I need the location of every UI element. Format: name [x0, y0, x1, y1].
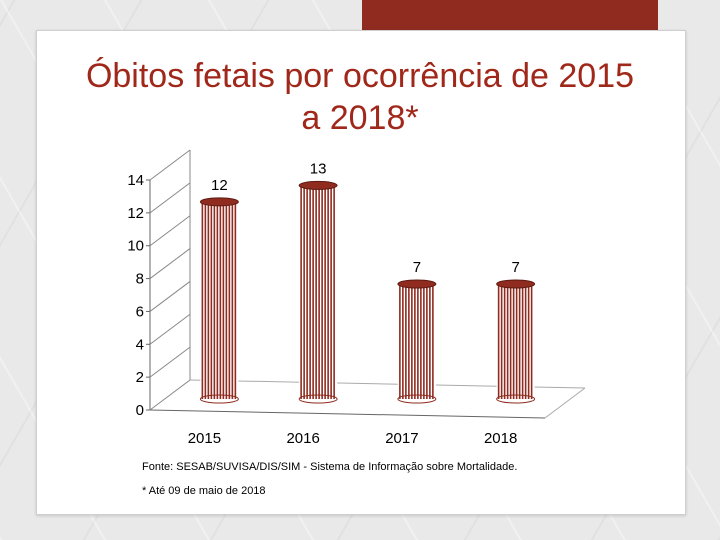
bar-top — [397, 279, 437, 289]
title-line-2: a 2018* — [301, 99, 419, 137]
bar-base — [298, 394, 338, 404]
bar-2017 — [397, 279, 437, 404]
gridline-stub — [149, 379, 191, 411]
floor-right-edge — [544, 387, 586, 419]
y-tick-label: 14 — [127, 172, 144, 189]
gridline-stub — [149, 215, 191, 247]
x-tick-label-2015: 2015 — [188, 430, 221, 447]
bar-2018 — [496, 279, 536, 404]
data-label-2018: 7 — [511, 259, 519, 276]
data-labels: 12 13 7 7 — [211, 160, 520, 276]
bar-base — [397, 394, 437, 404]
data-label-2017: 7 — [413, 259, 421, 276]
bar-base — [496, 394, 536, 404]
x-axis-line — [149, 409, 546, 419]
source-note: Fonte: SESAB/SUVISA/DIS/SIM - Sistema de… — [142, 461, 518, 473]
chart-bars — [199, 180, 536, 404]
bar-2016 — [298, 180, 338, 404]
gridline-stub — [149, 346, 191, 378]
gridline-stub — [149, 149, 191, 181]
date-note: * Até 09 de maio de 2018 — [142, 485, 266, 497]
bar-top — [496, 279, 536, 289]
title-line-1: Óbitos fetais por ocorrência de 2015 — [85, 57, 635, 95]
y-tick-label: 10 — [127, 238, 144, 255]
bar-2015 — [199, 197, 239, 404]
x-tick-label-2016: 2016 — [286, 430, 319, 447]
x-tick-label-2018: 2018 — [484, 430, 517, 447]
y-tick-label: 6 — [136, 303, 144, 320]
gridline-stub — [149, 248, 191, 279]
y-tick-label: 12 — [127, 205, 144, 222]
y-axis-ticks: 0 2 4 6 8 10 12 14 — [127, 149, 191, 419]
gridline-stub — [149, 281, 191, 312]
bar-base — [199, 394, 239, 404]
slide-title: Óbitos fetais por ocorrência de 2015 a 2… — [0, 55, 720, 139]
y-tick-label: 8 — [136, 271, 144, 288]
gridline-stub — [149, 313, 191, 345]
y-tick-label: 0 — [136, 402, 144, 419]
content-panel — [36, 30, 686, 515]
bar-top — [199, 197, 239, 207]
y-tick-label: 2 — [136, 369, 144, 386]
gridline-stub — [149, 182, 191, 214]
data-label-2015: 12 — [211, 177, 228, 194]
header-accent-bar — [362, 0, 658, 30]
y-tick-label: 4 — [136, 336, 144, 353]
x-axis-labels: 2015 2016 2017 2018 — [188, 430, 518, 447]
bar-top — [298, 180, 338, 190]
data-label-2016: 13 — [310, 160, 327, 177]
x-tick-label-2017: 2017 — [385, 430, 418, 447]
